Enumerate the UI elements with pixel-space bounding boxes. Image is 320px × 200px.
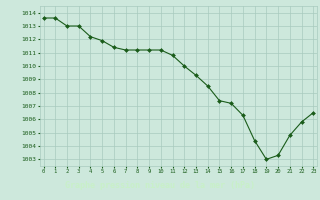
- Text: Graphe pression niveau de la mer (hPa): Graphe pression niveau de la mer (hPa): [65, 182, 255, 190]
